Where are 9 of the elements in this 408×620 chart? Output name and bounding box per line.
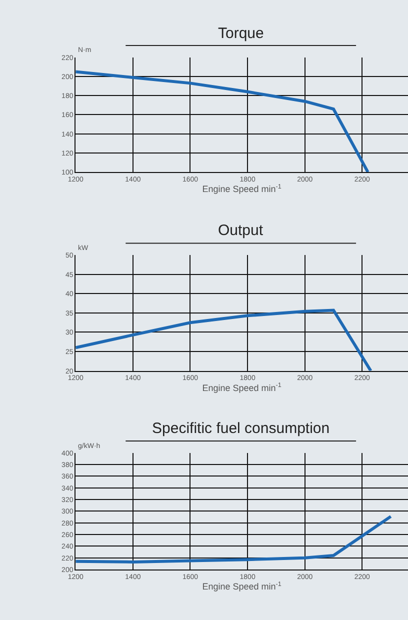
chart-title: Output [218, 222, 264, 239]
x-axis-title: Engine Speed min$^{-1}$ [202, 580, 282, 592]
chart-title: Torque [218, 25, 264, 42]
line-series [76, 514, 392, 564]
line-series [76, 308, 372, 371]
chart-title: Specifitic fuel consumption [152, 420, 330, 437]
x-axis-title: Engine Speed min$^{-1}$ [202, 382, 282, 393]
x-axis-title: Engine Speed min$^{-1}$ [202, 183, 282, 194]
line-series [76, 70, 370, 172]
